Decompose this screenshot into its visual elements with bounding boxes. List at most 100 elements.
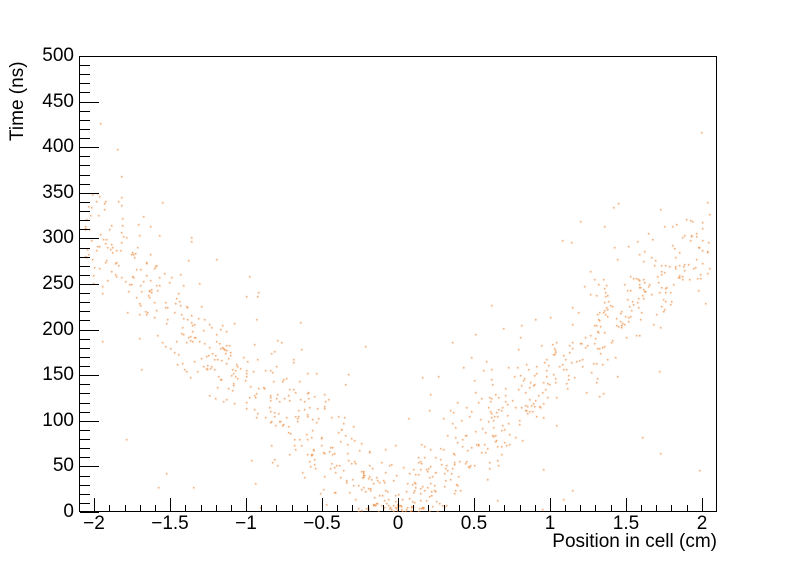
x-minor-tick (504, 505, 505, 511)
y-major-tick (80, 512, 99, 513)
x-minor-tick (459, 505, 460, 511)
x-major-tick (702, 498, 703, 511)
x-major-tick (474, 498, 475, 511)
y-minor-tick (80, 74, 90, 75)
y-major-tick (80, 147, 99, 148)
x-minor-tick (595, 505, 596, 511)
x-minor-tick (413, 505, 414, 511)
y-minor-tick (80, 393, 90, 394)
y-minor-tick (80, 65, 90, 66)
x-minor-tick (109, 505, 110, 511)
y-minor-tick (80, 348, 90, 349)
y-minor-tick (80, 503, 90, 504)
x-major-tick (246, 498, 247, 511)
y-minor-tick (80, 494, 90, 495)
x-minor-tick (565, 505, 566, 511)
x-minor-tick (368, 505, 369, 511)
x-minor-tick (352, 505, 353, 511)
y-minor-tick (80, 339, 90, 340)
y-tick-label: 450 (42, 91, 74, 112)
y-tick-label: 0 (63, 501, 74, 522)
x-minor-tick (383, 505, 384, 511)
y-minor-tick (80, 302, 90, 303)
y-minor-tick (80, 430, 90, 431)
y-minor-tick (80, 357, 90, 358)
y-minor-tick (80, 175, 90, 176)
x-tick-label: 2 (696, 513, 708, 534)
y-minor-tick (80, 311, 90, 312)
x-minor-tick (231, 505, 232, 511)
y-minor-tick (80, 320, 90, 321)
x-major-tick (170, 498, 171, 511)
x-major-tick (626, 498, 627, 511)
x-tick-label: 0.5 (460, 513, 488, 534)
y-minor-tick (80, 120, 90, 121)
y-minor-tick (80, 83, 90, 84)
y-minor-tick (80, 266, 90, 267)
x-tick-label: 1.5 (612, 513, 640, 534)
y-minor-tick (80, 275, 90, 276)
y-major-tick (80, 375, 99, 376)
x-minor-tick (140, 505, 141, 511)
y-tick-label: 100 (42, 410, 74, 431)
y-minor-tick (80, 211, 90, 212)
x-tick-label: 0 (392, 513, 404, 534)
x-minor-tick (337, 505, 338, 511)
x-tick-label: −1 (235, 513, 257, 534)
x-minor-tick (641, 505, 642, 511)
x-minor-tick (276, 505, 277, 511)
x-minor-tick (216, 505, 217, 511)
y-minor-tick (80, 202, 90, 203)
x-minor-tick (307, 505, 308, 511)
x-minor-tick (656, 505, 657, 511)
y-minor-tick (80, 220, 90, 221)
x-major-tick (94, 498, 95, 511)
y-minor-tick (80, 184, 90, 185)
y-minor-tick (80, 111, 90, 112)
y-major-tick (80, 466, 99, 467)
x-minor-tick (489, 505, 490, 511)
y-tick-label: 150 (42, 364, 74, 385)
scatter-points-layer (79, 56, 717, 512)
x-major-tick (398, 498, 399, 511)
y-major-tick (80, 102, 99, 103)
y-tick-label: 400 (42, 136, 74, 157)
x-minor-tick (155, 505, 156, 511)
y-minor-tick (80, 129, 90, 130)
x-tick-label: −0.5 (303, 513, 341, 534)
x-minor-tick (520, 505, 521, 511)
x-minor-tick (201, 505, 202, 511)
y-tick-label: 250 (42, 273, 74, 294)
y-minor-tick (80, 485, 90, 486)
y-major-tick (80, 284, 99, 285)
y-tick-label: 350 (42, 182, 74, 203)
x-tick-label: −1.5 (151, 513, 189, 534)
x-minor-tick (580, 505, 581, 511)
y-minor-tick (80, 384, 90, 385)
x-minor-tick (687, 505, 688, 511)
y-minor-tick (80, 248, 90, 249)
x-minor-tick (428, 505, 429, 511)
x-minor-tick (535, 505, 536, 511)
y-major-tick (80, 421, 99, 422)
x-tick-label: 1 (544, 513, 556, 534)
y-minor-tick (80, 138, 90, 139)
y-minor-tick (80, 229, 90, 230)
x-minor-tick (292, 505, 293, 511)
y-minor-tick (80, 457, 90, 458)
x-minor-tick (125, 505, 126, 511)
x-minor-tick (185, 505, 186, 511)
y-major-tick (80, 56, 99, 57)
y-minor-tick (80, 412, 90, 413)
y-minor-tick (80, 257, 90, 258)
x-minor-tick (611, 505, 612, 511)
y-minor-tick (80, 439, 90, 440)
y-minor-tick (80, 165, 90, 166)
y-major-tick (80, 330, 99, 331)
y-minor-tick (80, 366, 90, 367)
x-minor-tick (444, 505, 445, 511)
x-axis-title: Position in cell (cm) (552, 531, 717, 552)
x-minor-tick (261, 505, 262, 511)
y-tick-label: 50 (52, 455, 74, 476)
